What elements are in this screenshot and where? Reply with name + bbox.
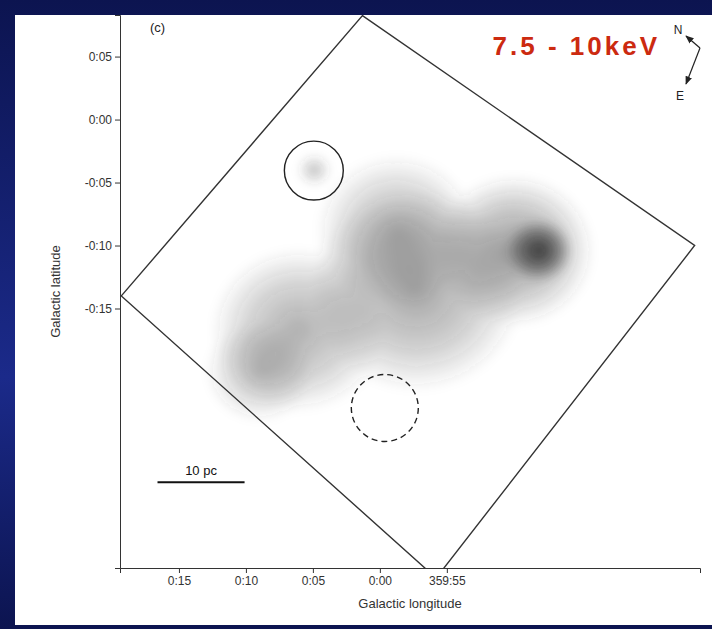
emission-blob (206, 321, 313, 422)
energy-band: 7.5 - 10keV (493, 31, 660, 61)
tick-label: -0:15 (85, 302, 113, 316)
tick-label: 0:10 (235, 574, 259, 588)
scale-bar-label: 10 pc (185, 463, 217, 478)
tick-label: -0:10 (85, 239, 113, 253)
plot-area (121, 16, 694, 568)
axis-line (115, 16, 121, 569)
tick: 359:55 (429, 568, 466, 588)
tick-label: 0:00 (89, 113, 113, 127)
tick: -0:05 (85, 176, 120, 190)
compass-label: N (674, 23, 683, 37)
y-axis-title: Galactic latitude (48, 245, 63, 338)
tick-label: 0:05 (302, 574, 326, 588)
tick: -0:10 (85, 239, 120, 253)
tick-mark (115, 246, 120, 247)
x-axis: 0:15 0:10 0:05 0:00 359:55 (121, 568, 701, 588)
emission (206, 155, 594, 422)
axis-line (121, 569, 701, 574)
panel-background (15, 15, 712, 625)
compass-arrow (686, 48, 700, 84)
tick-mark (115, 120, 120, 121)
tick-mark (246, 568, 247, 573)
panel-label: (c) (150, 20, 165, 35)
tick-label: -0:05 (85, 176, 113, 190)
emission-blob (506, 219, 573, 282)
tick-label: 0:15 (168, 574, 192, 588)
scale-bar (158, 481, 245, 483)
tick: 0:00 (89, 113, 120, 127)
region-circle (284, 141, 343, 200)
emission-blob (316, 155, 477, 306)
tick-mark (115, 57, 120, 58)
tick: 0:10 (235, 568, 259, 588)
tick-label: 0:05 (89, 50, 113, 64)
tick-mark (447, 568, 448, 573)
tick-mark (179, 568, 180, 573)
tick-mark (380, 568, 381, 573)
region-circle (351, 375, 418, 442)
emission-blob (298, 155, 330, 185)
tick: 0:05 (89, 50, 120, 64)
tick-label: 0:00 (369, 574, 393, 588)
tick-mark (115, 183, 120, 184)
compass-label: E (676, 89, 684, 103)
tick-mark (115, 309, 120, 310)
x-axis-title: Galactic longitude (358, 596, 461, 611)
y-axis: 0:05 0:00 -0:05 -0:10 -0:15 (85, 16, 121, 569)
tick: 0:05 (302, 568, 326, 588)
compass-arrow (686, 36, 700, 48)
tick: 0:15 (168, 568, 192, 588)
tick-label: 359:55 (429, 574, 466, 588)
chart: 10 pc 0:15 0:10 0:05 0:00 359:55 0:05 0:00 -0:05… (0, 0, 712, 629)
tick: -0:15 (85, 302, 120, 316)
tick-mark (313, 568, 314, 573)
field-of-view (121, 16, 694, 568)
tick: 0:00 (369, 568, 393, 588)
